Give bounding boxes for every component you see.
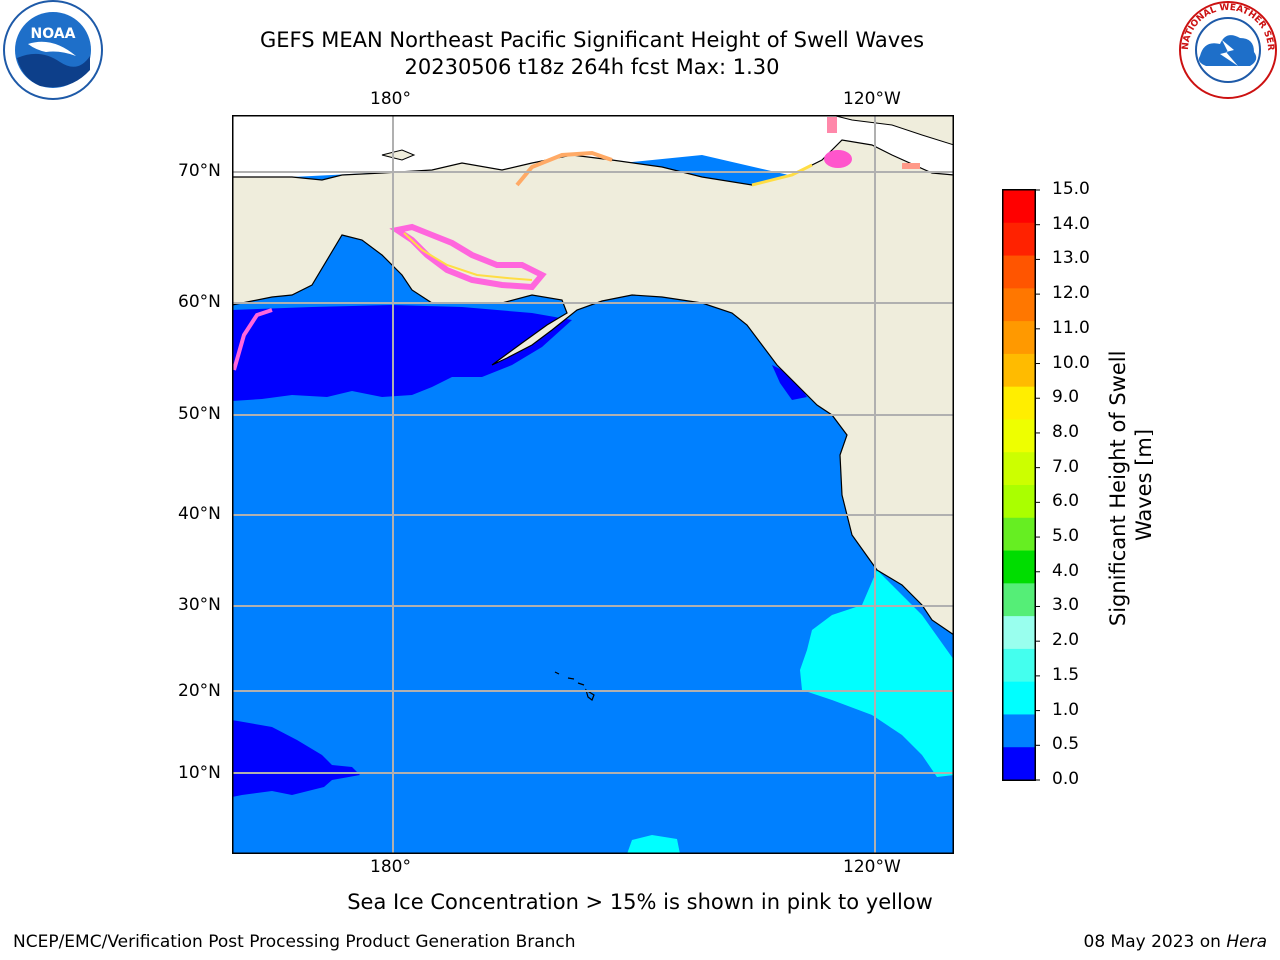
moderate-swell-zone-east [800,570,954,777]
colorbar-segment [1003,747,1035,781]
sea-ice-patch-3 [902,163,920,169]
colorbar-tick-label: 9.0 [1052,387,1080,408]
sea-ice-bering-yellow [403,232,533,281]
footer-credit: NCEP/EMC/Verification Post Processing Pr… [13,932,576,952]
colorbar-segment [1003,452,1035,486]
chart-subtitle: 20230506 t18z 264h fcst Max: 1.30 [404,55,780,79]
colorbar-segment [1003,222,1035,257]
colorbar-segment [1003,517,1035,552]
colorbar-tick-label: 8.0 [1052,421,1080,442]
colorbar [1002,189,1040,781]
colorbar-frame [1002,189,1036,781]
moderate-swell-zone-south [627,835,680,854]
lat-label-40n: 40°N [178,504,221,524]
colorbar-segment [1003,419,1035,453]
colorbar-tick-label: 11.0 [1052,317,1090,338]
colorbar-segment [1003,255,1035,289]
colorbar-tick-label: 0.0 [1052,769,1080,789]
sea-ice-patch-2 [824,150,852,168]
lon-label-bottom-180: 180° [370,857,411,877]
colorbar-tick-label: 15.0 [1052,179,1090,199]
land-arctic-islands [831,115,954,146]
sea-ice-bering [389,223,547,291]
land-wrangel [381,149,416,161]
colorbar-title: Significant Height of Swell Waves [m] [1106,344,1153,627]
colorbar-segment [1003,386,1035,420]
colorbar-tick-label: 7.0 [1052,456,1080,477]
lat-label-70n: 70°N [178,161,221,181]
colorbar-segment [1003,190,1035,224]
colorbar-segment [1003,288,1035,322]
colorbar-tick-label: 1.0 [1052,699,1080,720]
sea-ice-beaufort [751,163,813,187]
colorbar-segment [1003,485,1035,519]
lat-label-10n: 10°N [178,763,221,783]
sea-ice-patch-1 [827,117,837,133]
low-swell-zone-tropics [232,720,360,797]
colorbar-tick-label: 14.0 [1052,213,1090,234]
colorbar-title-line1: Significant Height of Swell Waves [m] [1106,344,1153,626]
footer-host: Hera [1226,932,1267,952]
lon-label-top-180: 180° [370,89,411,109]
lat-label-20n: 20°N [178,681,221,701]
colorbar-tick-label: 2.0 [1052,630,1080,651]
sea-ice-note: Sea Ice Concentration > 15% is shown in … [347,890,933,914]
sea-ice-west-edge [232,308,273,371]
low-swell-zone-north [232,305,572,401]
lat-label-50n: 50°N [178,404,221,424]
colorbar-tick-label: 0.5 [1052,734,1080,755]
footer-date: 08 May 2023 on Hera [1084,932,1268,952]
hawaiian-islands [554,671,595,701]
colorbar-tick-label: 10.0 [1052,352,1090,373]
colorbar-tick-label: 6.0 [1052,491,1080,512]
colorbar-tick-label: 4.0 [1052,560,1080,581]
swell-height-map [232,115,954,854]
land-north [232,139,954,636]
footer-date-text: 08 May 2023 on [1083,932,1221,952]
lat-label-30n: 30°N [178,595,221,615]
colorbar-segment [1003,681,1035,715]
colorbar-tick-label: 1.5 [1052,664,1080,685]
colorbar-segment [1003,648,1035,683]
colorbar-tick-label: 13.0 [1052,248,1090,269]
colorbar-segment [1003,353,1035,388]
colorbar-segment [1003,616,1035,650]
nws-logo: NATIONAL WEATHER SERVICE [1178,0,1277,99]
colorbar-tick-label: 3.0 [1052,595,1080,616]
colorbar-segment [1003,550,1035,584]
noaa-logo: NOAA [3,0,103,100]
map-gridlines [232,115,954,854]
noaa-logo-text: NOAA [31,26,76,42]
lon-label-top-120w: 120°W [843,89,901,109]
lon-label-bottom-120w: 120°W [843,857,901,877]
colorbar-tick-label: 12.0 [1052,283,1090,304]
chart-title: GEFS MEAN Northeast Pacific Significant … [259,28,925,52]
colorbar-segment [1003,583,1035,617]
lat-label-60n: 60°N [178,292,221,312]
low-swell-zone-pnw [772,365,807,400]
colorbar-segment [1003,321,1035,355]
map-frame [232,115,954,854]
colorbar-segment [1003,714,1035,748]
colorbar-tick-label: 5.0 [1052,526,1080,547]
